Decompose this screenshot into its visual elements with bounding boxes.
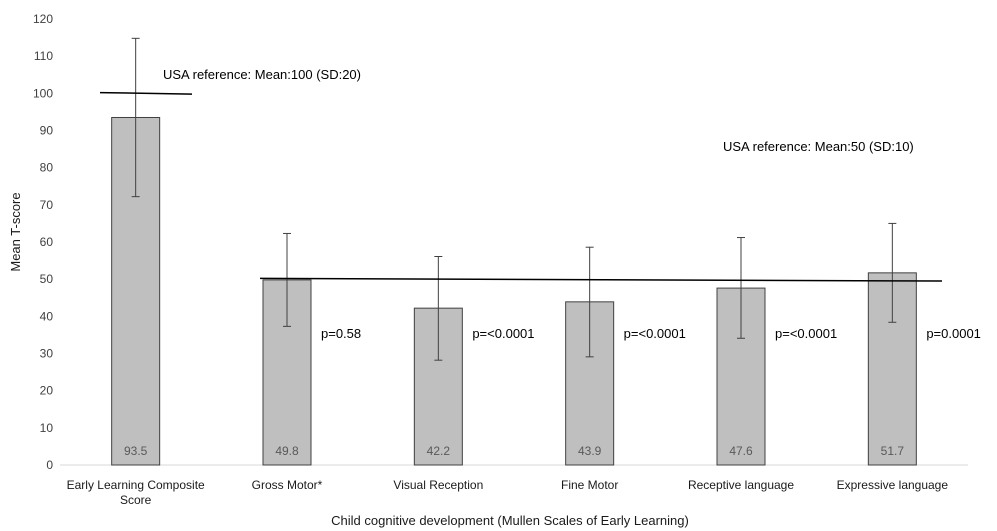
x-tick-label: Fine Motor (561, 478, 618, 492)
bar-value-label: 42.2 (427, 444, 451, 458)
y-tick-label: 90 (40, 124, 54, 138)
bar-value-label: 49.8 (275, 444, 299, 458)
y-axis-title: Mean T-score (8, 192, 23, 271)
y-tick-label: 30 (40, 347, 54, 361)
x-tick-label: Receptive language (688, 478, 794, 492)
reference-lines: USA reference: Mean:100 (SD:20) USA refer… (99, 67, 943, 282)
p-value-label: p=0.58 (321, 326, 361, 341)
error-bar (888, 222, 897, 323)
p-value-label: p=<0.0001 (624, 326, 686, 341)
y-tick-label: 40 (40, 309, 54, 323)
reference-label-composite: USA reference: Mean:100 (SD:20) (163, 67, 361, 82)
x-tick-label: Gross Motor* (252, 478, 323, 492)
error-bar (434, 255, 443, 361)
y-tick-label: 60 (40, 235, 54, 249)
bar-value-label: 47.6 (729, 444, 753, 458)
bar-value-label: 51.7 (881, 444, 905, 458)
y-tick-label: 70 (40, 198, 54, 212)
x-axis-category-labels: Early Learning Composite Score Gross Motor… (67, 478, 949, 507)
x-tick-label: Expressive language (837, 478, 949, 492)
x-tick-label: Early Learning Composite Score (67, 478, 205, 507)
error-bars (131, 37, 897, 361)
error-bar (283, 232, 291, 327)
y-tick-label: 20 (40, 384, 54, 398)
error-bar (737, 237, 745, 339)
p-value-label: p=0.0001 (926, 326, 981, 341)
y-tick-label: 80 (40, 161, 54, 175)
p-value-label: p=<0.0001 (775, 326, 837, 341)
reference-line-composite (99, 91, 193, 95)
reference-label-subscales: USA reference: Mean:50 (SD:10) (723, 139, 914, 154)
bar-value-labels: 93.5 49.8 42.2 43.9 47.6 51.7 (124, 444, 904, 458)
y-tick-label: 0 (46, 458, 53, 472)
x-axis-title: Child cognitive development (Mullen Scal… (331, 513, 689, 528)
p-value-label: p=<0.0001 (472, 326, 534, 341)
y-tick-label: 50 (40, 272, 54, 286)
error-bar (585, 246, 594, 358)
y-tick-label: 100 (33, 86, 53, 100)
error-bar (131, 37, 140, 198)
bars (111, 116, 917, 466)
y-tick-label: 120 (33, 12, 53, 26)
y-axis-ticks: 0 10 20 30 40 50 60 70 80 90 100 110 120 (33, 12, 53, 472)
bar-value-label: 43.9 (578, 444, 602, 458)
y-tick-label: 110 (34, 49, 53, 63)
reference-line-subscales (259, 277, 943, 282)
x-tick-label: Visual Reception (393, 478, 483, 492)
p-value-labels: p=0.58 p=<0.0001 p=<0.0001 p=<0.0001 p=0.000… (321, 326, 981, 341)
bar-value-label: 93.5 (124, 444, 148, 458)
y-tick-label: 10 (40, 421, 54, 435)
